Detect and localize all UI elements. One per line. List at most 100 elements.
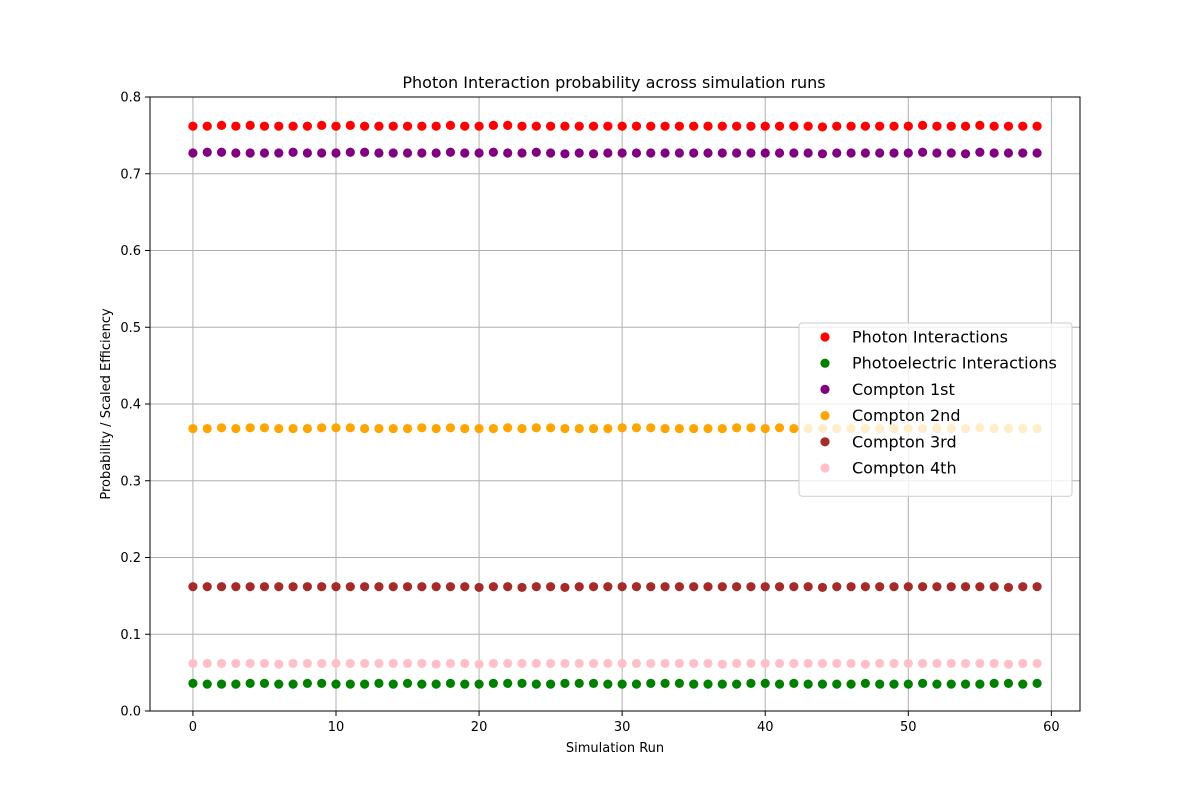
data-point [531, 121, 541, 131]
data-point [846, 148, 856, 158]
data-point [703, 658, 713, 669]
series-1 [188, 678, 1042, 689]
data-point [417, 148, 427, 158]
data-point [903, 148, 913, 158]
data-point [460, 121, 470, 131]
data-point [889, 658, 899, 669]
data-point [932, 679, 942, 689]
data-point [746, 148, 756, 158]
data-point [302, 148, 312, 158]
data-point [717, 659, 727, 669]
data-point [1003, 678, 1014, 688]
data-point [817, 122, 828, 132]
data-point [188, 582, 198, 592]
data-point [402, 148, 413, 158]
data-point [689, 582, 699, 592]
data-point [774, 658, 785, 669]
data-point [345, 423, 355, 433]
data-point [860, 121, 870, 131]
legend-marker [820, 463, 830, 473]
data-point [288, 121, 298, 131]
data-point [717, 679, 727, 689]
data-point [989, 148, 999, 158]
data-point [674, 423, 684, 434]
data-point [460, 679, 470, 689]
data-point [1032, 121, 1042, 131]
data-point [989, 121, 999, 131]
data-point [202, 582, 212, 592]
data-point [574, 121, 584, 131]
data-point [846, 679, 856, 689]
data-point [846, 658, 856, 669]
data-point [574, 423, 584, 434]
data-point [1018, 148, 1028, 158]
data-point [817, 149, 828, 159]
data-point [975, 120, 985, 130]
data-point [560, 658, 570, 669]
data-point [617, 121, 627, 131]
data-point [474, 582, 484, 593]
data-point [746, 658, 756, 669]
data-point [760, 423, 770, 434]
data-point [374, 121, 384, 131]
data-point [546, 679, 556, 689]
data-point [946, 148, 956, 158]
data-point [918, 147, 928, 157]
data-point [660, 678, 670, 688]
data-point [789, 582, 799, 592]
data-point [703, 423, 713, 434]
y-tick-label: 0.0 [120, 705, 141, 720]
data-point [660, 658, 670, 669]
data-point [259, 678, 270, 688]
series-5 [188, 658, 1042, 669]
x-axis-label: Simulation Run [566, 741, 664, 756]
data-point [288, 679, 298, 689]
data-point [1003, 659, 1014, 669]
data-point [617, 148, 627, 158]
x-tick-label: 40 [757, 720, 774, 735]
data-point [603, 423, 613, 434]
data-point [445, 658, 456, 669]
data-point [374, 582, 384, 592]
data-point [746, 582, 756, 592]
data-point [546, 148, 556, 158]
data-point [560, 582, 570, 593]
data-point [903, 679, 913, 689]
data-point [374, 678, 384, 688]
data-point [345, 147, 355, 157]
data-point [288, 582, 298, 592]
data-point [574, 678, 584, 688]
data-point [817, 582, 828, 593]
data-point [803, 582, 813, 592]
data-point [646, 148, 656, 158]
data-point [603, 121, 613, 131]
data-point [417, 679, 427, 689]
chart-title: Photon Interaction probability across si… [402, 73, 825, 92]
data-point [860, 659, 870, 669]
data-point [903, 658, 913, 669]
data-point [689, 679, 699, 689]
data-point [388, 582, 398, 592]
data-point [388, 148, 398, 158]
data-point [832, 148, 842, 158]
data-point [245, 678, 255, 688]
data-point [603, 148, 613, 158]
data-point [517, 148, 527, 158]
data-point [875, 582, 885, 592]
legend-marker [820, 437, 830, 447]
data-point [903, 121, 913, 131]
data-point [531, 582, 541, 592]
data-point [960, 121, 971, 131]
data-point [588, 121, 599, 131]
data-point [732, 679, 742, 689]
data-point [245, 658, 255, 669]
data-point [488, 658, 498, 669]
data-point [889, 679, 899, 689]
data-point [402, 423, 413, 434]
data-point [660, 582, 670, 592]
data-point [1032, 658, 1042, 669]
data-point [517, 658, 527, 669]
data-point [360, 423, 370, 434]
data-point [646, 658, 656, 669]
data-point [488, 423, 498, 434]
